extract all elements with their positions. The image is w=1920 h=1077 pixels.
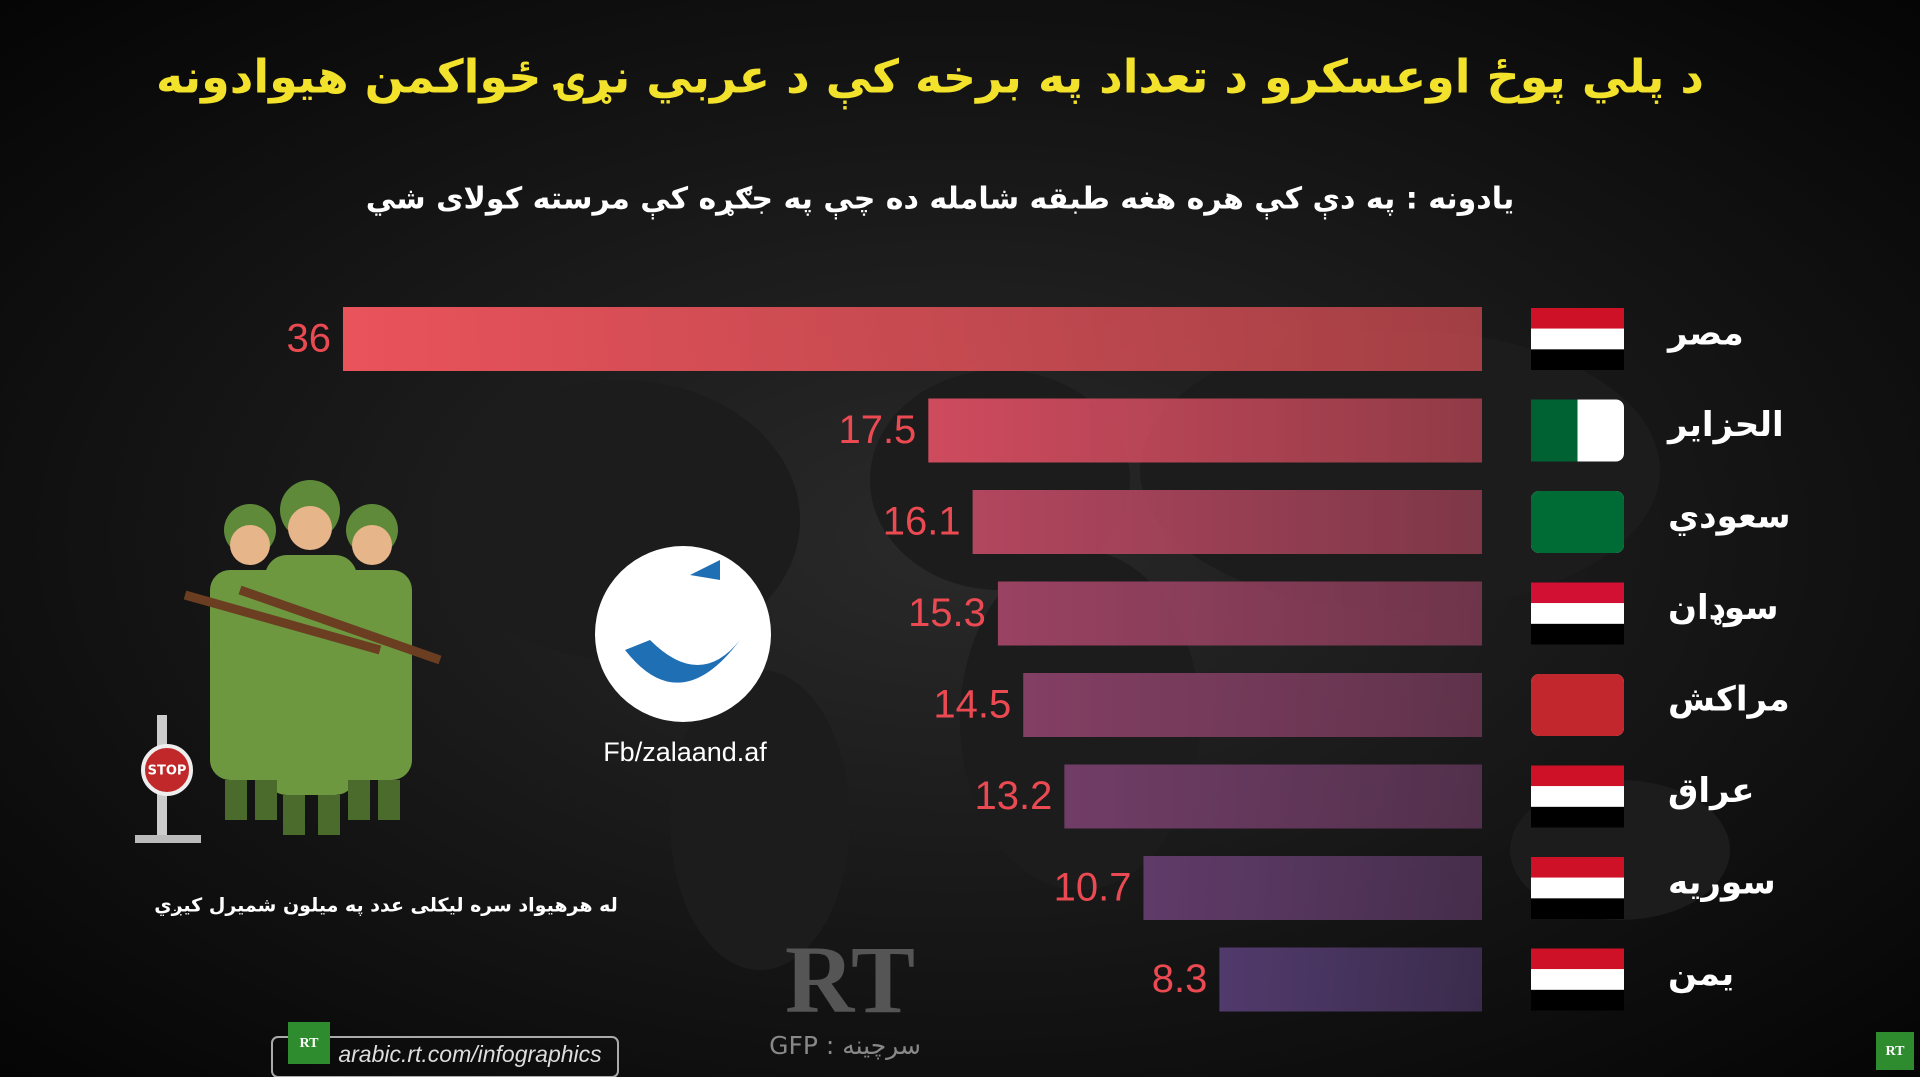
category-label: سوریه — [1668, 863, 1776, 903]
flag — [1531, 491, 1624, 553]
value-label: 8.3 — [1152, 957, 1208, 1001]
flag-stripe — [1531, 349, 1624, 370]
flag-stripe — [1531, 806, 1624, 828]
flag-stripe — [1531, 989, 1624, 1011]
category-label: الحزاير — [1666, 405, 1784, 445]
flag-stripe — [1531, 603, 1624, 624]
category-label: مراکش — [1668, 680, 1790, 720]
chart-subtitle: یادونه : په دې کې هره هغه طبقه شامله ده … — [366, 182, 1514, 220]
flag-stripe — [1531, 674, 1624, 736]
value-label: 36 — [287, 317, 332, 361]
watermark-text: Fb/zalaand.af — [603, 737, 767, 767]
bar — [1143, 856, 1482, 920]
value-label: 13.2 — [975, 774, 1053, 818]
flag — [1531, 857, 1624, 919]
soldiers-illustration: STOP — [135, 480, 442, 843]
flag-stripe — [1531, 623, 1624, 645]
website-box — [271, 1036, 619, 1077]
watermark-logo — [595, 546, 771, 722]
value-label: 14.5 — [933, 683, 1011, 727]
bar — [1064, 764, 1482, 829]
bar — [928, 398, 1482, 463]
category-label: سعودي — [1668, 497, 1791, 537]
note: له هرهیواد سره لیکلی عدد په میلون شمیرل … — [154, 895, 618, 918]
category-label: عراق — [1668, 771, 1754, 811]
bar — [997, 581, 1482, 646]
rt-badge-text: RT — [300, 1036, 320, 1051]
category-label: مصر — [1666, 314, 1744, 354]
source: GFP : سرچینه — [769, 1031, 921, 1060]
flag-stripe — [1531, 786, 1624, 807]
flag-stripe — [1531, 765, 1624, 787]
bar — [1219, 947, 1482, 1012]
flag-stripe — [1531, 969, 1624, 990]
value-label: 10.7 — [1054, 866, 1132, 910]
website: arabic.rt.com/infographics — [338, 1041, 602, 1067]
chart-title: د پلي پوځ اوعسکرو د تعداد په برخه کې د ع… — [156, 50, 1704, 110]
flag-stripe — [1531, 857, 1624, 878]
category-label: یمن — [1668, 954, 1734, 994]
rt-corner-text: RT — [1886, 1044, 1906, 1059]
flag-stripe — [1531, 948, 1624, 970]
bar — [1023, 673, 1482, 737]
value-label: 17.5 — [838, 408, 916, 452]
category-label: سوډان — [1668, 588, 1779, 628]
flag — [1531, 582, 1624, 645]
flag-stripe — [1531, 491, 1624, 553]
flag-stripe — [1531, 582, 1624, 604]
bar — [972, 490, 1482, 554]
bar — [343, 307, 1482, 371]
value-label: 15.3 — [908, 591, 986, 635]
flag-stripe — [1531, 399, 1578, 462]
flag-stripe — [1531, 877, 1624, 899]
flag-stripe — [1531, 308, 1624, 329]
flag-stripe — [1531, 898, 1624, 919]
flag-stripe — [1531, 328, 1624, 350]
rt-badge — [288, 1022, 330, 1064]
value-label: 16.1 — [883, 500, 961, 544]
flag — [1531, 765, 1624, 828]
flag — [1531, 948, 1624, 1011]
flag — [1531, 674, 1624, 736]
rt-corner — [1876, 1032, 1914, 1070]
svg-text:STOP: STOP — [148, 764, 187, 779]
rt-watermark: RT — [785, 926, 915, 1033]
flag — [1531, 399, 1624, 462]
flag — [1531, 308, 1624, 370]
